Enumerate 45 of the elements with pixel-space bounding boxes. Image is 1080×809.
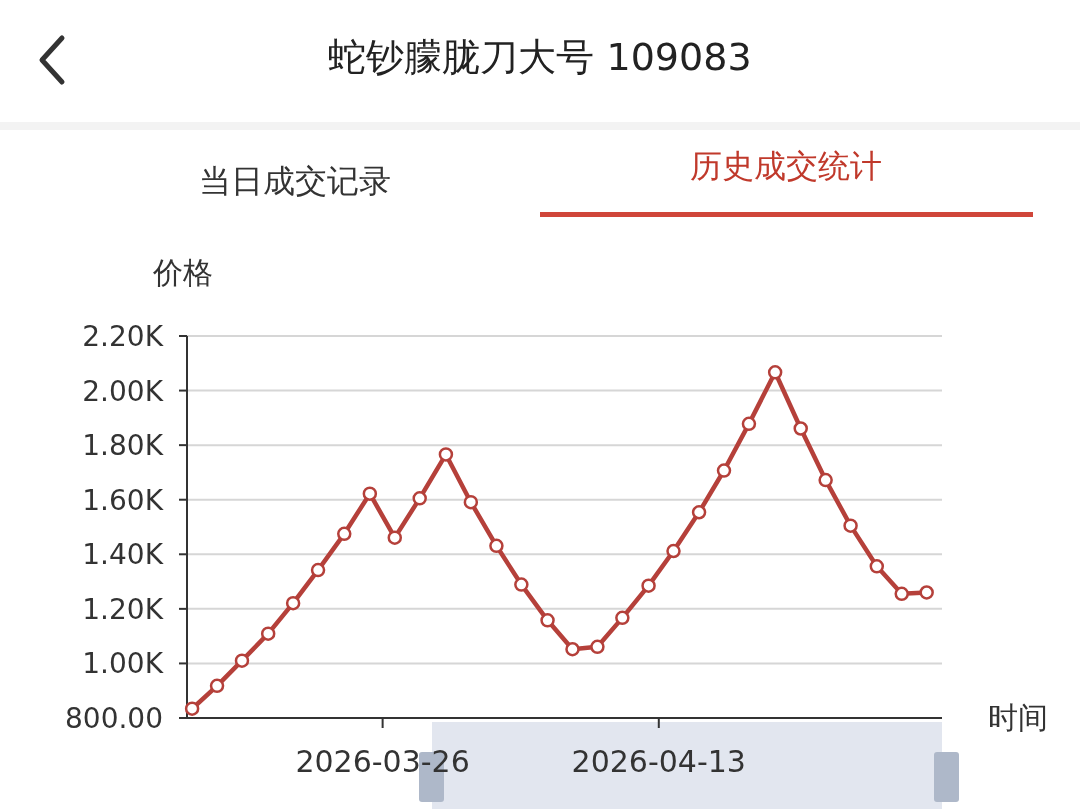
point [590,639,605,655]
point [260,626,276,641]
point [615,610,630,626]
y-tick-label: 1.80K [82,429,164,463]
y-tick-label: 1.40K [82,538,164,572]
y-axis-title: 价格 [152,255,213,290]
y-tick-label: 800.00 [65,702,163,735]
point [691,505,707,520]
point [209,678,225,694]
point [184,701,200,716]
point [666,543,681,559]
point [565,641,580,657]
point [234,653,250,668]
point [919,585,934,600]
point [387,530,403,545]
point [438,447,454,462]
point [741,416,757,432]
point [362,486,378,501]
y-tick-label: 1.20K [82,592,164,626]
y-tick-label: 1.00K [82,647,164,681]
chart-title: 蛇钞朦胧刀大号 109083 [328,35,752,79]
point [793,421,808,436]
x-tick-label: 2026-04-13 [571,744,746,779]
point [489,538,504,554]
point [310,562,326,578]
point [412,491,427,506]
point [869,559,885,574]
point [540,613,555,628]
x-axis-title: 时间 [988,700,1048,735]
point [843,518,858,533]
point [818,472,833,488]
point [463,494,479,510]
point [641,578,656,593]
text: 历史成交统计 [690,147,882,185]
y-tick-label: 2.20K [82,320,164,353]
point [285,595,301,611]
point [337,526,352,542]
point [767,365,783,380]
x-tick-label: 2026-03-26 [295,744,470,779]
y-tick-label: 2.00K [82,374,164,408]
text: 当日成交记录 [199,162,391,200]
point [894,586,909,602]
point [514,577,529,592]
point [716,463,732,478]
y-tick-label: 1.60K [82,483,164,517]
